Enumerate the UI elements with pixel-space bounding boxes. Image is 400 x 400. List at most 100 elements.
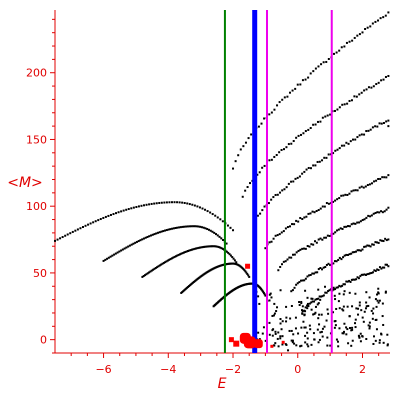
cloud-point — [317, 302, 320, 305]
band-point — [299, 133, 302, 136]
band-point — [234, 160, 237, 163]
cloud-point — [327, 312, 330, 315]
cloud-point — [335, 307, 338, 310]
curve-point — [141, 275, 144, 278]
band-point — [372, 85, 375, 88]
band-point — [361, 31, 364, 34]
curve-point — [153, 202, 156, 205]
band-point — [242, 145, 245, 148]
curve-point — [123, 247, 126, 250]
curve-point — [182, 251, 185, 254]
curve-point — [104, 258, 107, 261]
cloud-point — [338, 307, 341, 310]
band-point — [321, 295, 324, 298]
cloud-point — [262, 326, 265, 329]
cloud-point — [341, 308, 344, 311]
cloud-point — [300, 344, 303, 347]
band-point — [256, 214, 259, 217]
curve-point — [107, 256, 110, 259]
curve-point — [127, 245, 130, 248]
curve-point — [220, 237, 223, 240]
curve-point — [196, 247, 199, 250]
band-point — [295, 283, 298, 286]
curve-point — [160, 230, 163, 233]
band-point — [237, 154, 240, 157]
curve-point — [161, 262, 164, 265]
band-point — [383, 210, 386, 213]
band-point — [387, 238, 390, 241]
curve-point — [201, 246, 204, 249]
band-point — [295, 219, 298, 222]
band-point — [348, 253, 351, 256]
band-point — [350, 252, 353, 255]
band-point — [309, 167, 312, 170]
curve-point — [125, 246, 128, 249]
curve-point — [132, 242, 135, 245]
band-point — [333, 260, 336, 263]
cloud-point — [304, 310, 307, 313]
band-point — [332, 200, 335, 203]
cloud-point — [345, 333, 348, 336]
curve-point — [115, 212, 118, 215]
band-point — [268, 159, 271, 162]
curve-point — [130, 243, 133, 246]
band-point — [338, 106, 341, 109]
cloud-point — [376, 293, 379, 296]
band-point — [376, 268, 379, 271]
band-point — [297, 134, 300, 137]
cloud-point — [326, 344, 329, 347]
band-point — [241, 195, 244, 198]
cloud-point — [316, 328, 319, 331]
band-point — [336, 198, 339, 201]
band-point — [365, 130, 368, 133]
curve-point — [172, 227, 175, 230]
band-point — [244, 189, 247, 192]
band-point — [286, 226, 289, 229]
band-point — [374, 125, 377, 128]
curve-point — [121, 248, 124, 251]
band-point — [385, 208, 388, 211]
curve-point — [202, 226, 205, 229]
band-point — [383, 266, 386, 269]
band-point — [286, 95, 289, 98]
band-point — [244, 141, 247, 144]
curve-point — [157, 265, 160, 268]
cloud-point — [373, 335, 376, 338]
band-point — [371, 22, 374, 25]
band-point — [294, 177, 297, 180]
band-point — [276, 104, 279, 107]
band-point — [341, 227, 344, 230]
curve-point — [135, 240, 138, 243]
curve-point — [176, 254, 179, 257]
cloud-point — [257, 331, 260, 334]
band-point — [374, 269, 377, 272]
curve-point — [225, 242, 228, 245]
cloud-point — [374, 318, 377, 321]
curve-point — [235, 261, 238, 264]
band-point — [272, 196, 275, 199]
curve-point — [176, 226, 179, 229]
band-point — [282, 148, 285, 151]
band-point — [292, 180, 295, 183]
curve-point — [168, 258, 171, 261]
curve-point — [76, 228, 79, 231]
band-point — [339, 227, 342, 230]
band-point — [258, 171, 261, 174]
band-point — [351, 138, 354, 141]
cloud-point — [300, 302, 303, 305]
cloud-point — [368, 296, 371, 299]
cloud-point — [346, 305, 349, 308]
band-point — [294, 87, 297, 90]
cloud-point — [258, 302, 261, 305]
band-point — [337, 258, 340, 261]
cloud-point — [301, 309, 304, 312]
band-point — [334, 231, 337, 234]
y-tick-label: 200 — [26, 67, 47, 80]
cloud-point — [320, 313, 323, 316]
band-point — [342, 256, 345, 259]
band-point — [371, 126, 374, 129]
red-point — [270, 344, 274, 348]
band-point — [377, 269, 380, 272]
band-point — [356, 221, 359, 224]
band-point — [307, 76, 310, 79]
